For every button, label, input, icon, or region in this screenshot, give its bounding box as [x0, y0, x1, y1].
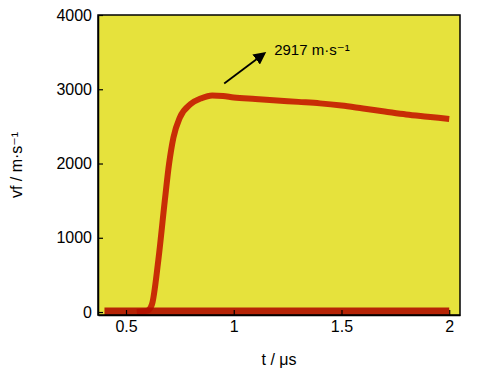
tick-label: 1000	[56, 229, 92, 246]
y-axis: 0 1000 2000 3000 4000	[56, 7, 103, 321]
tick-label: 3000	[56, 81, 92, 98]
tick-label: 1	[230, 318, 239, 335]
tick: 3000	[56, 81, 103, 98]
plot-background	[98, 15, 460, 315]
tick: 0.5	[115, 310, 137, 335]
tick-label: 0	[83, 304, 92, 321]
tick: 2000	[56, 155, 103, 172]
annotation: 2917 m·s⁻¹	[274, 41, 349, 58]
tick: 0	[83, 304, 103, 321]
tick-label: 0.5	[115, 318, 137, 335]
tick: 1.5	[331, 310, 353, 335]
plot-area	[104, 95, 449, 312]
x-axis-title: t / μs	[262, 351, 297, 368]
tick-label: 1.5	[331, 318, 353, 335]
series-line	[104, 308, 449, 315]
tick-label: 4000	[56, 7, 92, 24]
tick-label: 2	[445, 318, 454, 335]
annotation-arrow	[224, 53, 264, 83]
tick: 1000	[56, 229, 103, 246]
tick: 4000	[56, 7, 103, 24]
series-line	[137, 95, 449, 312]
tick: 1	[230, 310, 239, 335]
plot-frame	[98, 15, 460, 315]
tick-label: 2000	[56, 155, 92, 172]
tick: 2	[445, 310, 454, 335]
x-axis: 0.5 1 1.5 2	[99, 310, 461, 335]
y-axis-title: vf / m·s⁻¹	[8, 132, 25, 198]
